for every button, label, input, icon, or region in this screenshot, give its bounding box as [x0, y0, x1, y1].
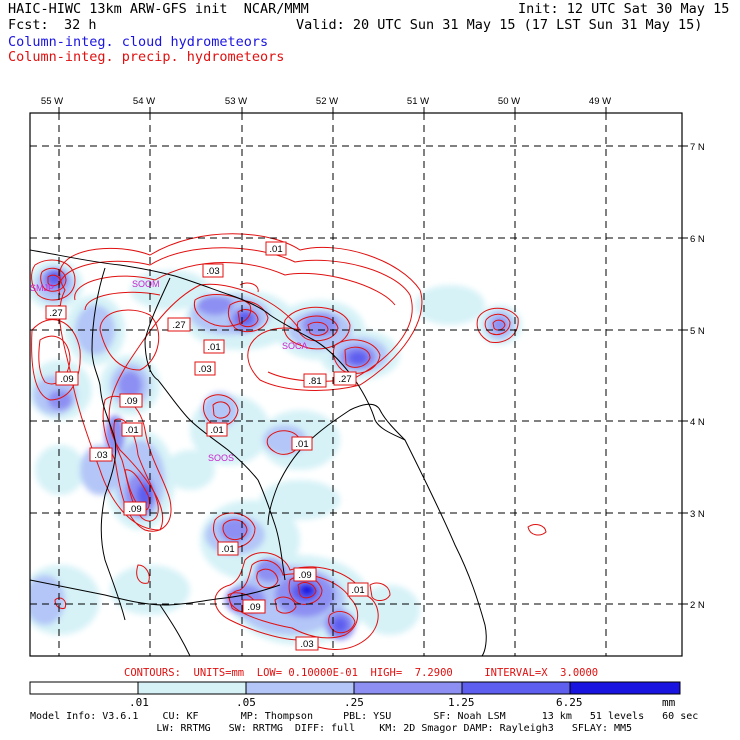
lon-label: 49 W	[589, 96, 611, 107]
contour-label: .09	[293, 567, 317, 582]
colorbar-tick: 6.25	[556, 696, 583, 709]
lon-label: 53 W	[225, 96, 247, 107]
colorbar-bin	[29, 681, 139, 695]
contour-label: .09	[119, 393, 143, 408]
contour-label: .81	[303, 373, 327, 388]
svg-text:.09: .09	[128, 504, 141, 515]
colorbar	[29, 681, 681, 695]
contour-info: CONTOURS: UNITS=mm LOW= 0.10000E-01 HIGH…	[124, 667, 599, 679]
contour-label: .01	[265, 241, 287, 256]
colorbar-tick: .01	[129, 696, 149, 709]
contour-value-labels: .01 .03 .27 .01 .03 .27 .09 .01 .09 .81 …	[45, 241, 369, 651]
svg-text:.01: .01	[351, 585, 364, 596]
svg-text:.01: .01	[269, 244, 282, 255]
lon-label: 54 W	[133, 96, 155, 107]
longitude-labels: 55 W 54 W 53 W 52 W 51 W 50 W 49 W	[41, 96, 611, 107]
contour-label: .27	[167, 317, 191, 332]
lon-label: 52 W	[316, 96, 338, 107]
plot-title: HAIC-HIWC 13km ARW-GFS init NCAR/MMM	[8, 1, 309, 17]
svg-text:.27: .27	[338, 374, 351, 385]
init-time: Init: 12 UTC Sat 30 May 15	[518, 1, 730, 17]
model-info-line1: Model Info: V3.6.1 CU: KF MP: Thompson P…	[30, 711, 699, 722]
forecast-label: Fcst:	[8, 17, 49, 33]
coastline-borders	[30, 249, 487, 656]
station-label: SOOS	[208, 453, 234, 463]
field-cloud-label: Column-integ. cloud hydrometeors	[8, 34, 269, 50]
contour-label: .09	[55, 371, 79, 386]
svg-text:.03: .03	[206, 266, 219, 277]
station-labels: SMJP SOCA SOOS SOOM	[30, 279, 308, 463]
contour-label: .01	[347, 582, 369, 597]
latitude-labels: 7 N 6 N 5 N 4 N 3 N 2 N	[690, 142, 705, 611]
colorbar-units: mm	[662, 696, 676, 709]
forecast-hour: 32 h	[64, 17, 97, 33]
svg-text:.01: .01	[125, 425, 138, 436]
lat-lon-grid	[30, 113, 682, 656]
svg-text:.03: .03	[300, 639, 313, 650]
lat-label: 2 N	[690, 600, 705, 611]
colorbar-bin	[569, 681, 681, 695]
map-ticks	[58, 107, 688, 605]
svg-text:.09: .09	[60, 374, 73, 385]
svg-text:.03: .03	[94, 450, 107, 461]
contour-label: .01	[291, 436, 313, 451]
contour-label: .01	[203, 339, 225, 354]
contour-label: .09	[123, 501, 147, 516]
svg-text:.09: .09	[124, 396, 137, 407]
station-label: SMJP	[30, 283, 54, 293]
colorbar-tick: 1.25	[448, 696, 475, 709]
svg-text:.03: .03	[198, 364, 211, 375]
lon-label: 51 W	[407, 96, 429, 107]
colorbar-bin	[461, 681, 571, 695]
svg-text:.81: .81	[308, 376, 321, 387]
valid-time: Valid: 20 UTC Sun 31 May 15 (17 LST Sun …	[296, 17, 703, 33]
lat-label: 6 N	[690, 234, 705, 245]
lat-label: 7 N	[690, 142, 705, 153]
svg-text:.09: .09	[247, 602, 260, 613]
contour-label: .27	[333, 371, 357, 386]
colorbar-tick: .05	[236, 696, 256, 709]
svg-text:.01: .01	[207, 342, 220, 353]
svg-text:.01: .01	[210, 425, 223, 436]
svg-text:.01: .01	[295, 439, 308, 450]
colorbar-bin	[353, 681, 463, 695]
station-label: SOCA	[282, 341, 308, 351]
contour-label: .03	[89, 447, 113, 462]
cloud-field	[30, 113, 682, 656]
field-precip-label: Column-integ. precip. hydrometeors	[8, 49, 285, 65]
contour-label: .09	[242, 599, 266, 614]
station-label: SOOM	[132, 279, 160, 289]
lat-label: 3 N	[690, 509, 705, 520]
contour-label: .03	[194, 361, 216, 376]
map-frame	[29, 112, 683, 657]
colorbar-tick: .25	[344, 696, 364, 709]
contour-label: .01	[206, 422, 228, 437]
lat-label: 4 N	[690, 417, 705, 428]
contour-label: .03	[295, 636, 319, 651]
colorbar-bin	[137, 681, 247, 695]
colorbar-bin	[245, 681, 355, 695]
contour-label: .03	[202, 263, 224, 278]
contour-label: .01	[217, 541, 239, 556]
svg-text:.27: .27	[172, 320, 185, 331]
svg-text:.01: .01	[221, 544, 234, 555]
contour-label: .01	[121, 422, 143, 437]
svg-text:.27: .27	[49, 308, 62, 319]
model-info-line2: LW: RRTMG SW: RRTMG DIFF: full KM: 2D Sm…	[30, 723, 633, 734]
contour-label: .27	[45, 305, 67, 320]
lat-label: 5 N	[690, 326, 705, 337]
lon-label: 55 W	[41, 96, 63, 107]
lon-label: 50 W	[498, 96, 520, 107]
svg-text:.09: .09	[298, 570, 311, 581]
